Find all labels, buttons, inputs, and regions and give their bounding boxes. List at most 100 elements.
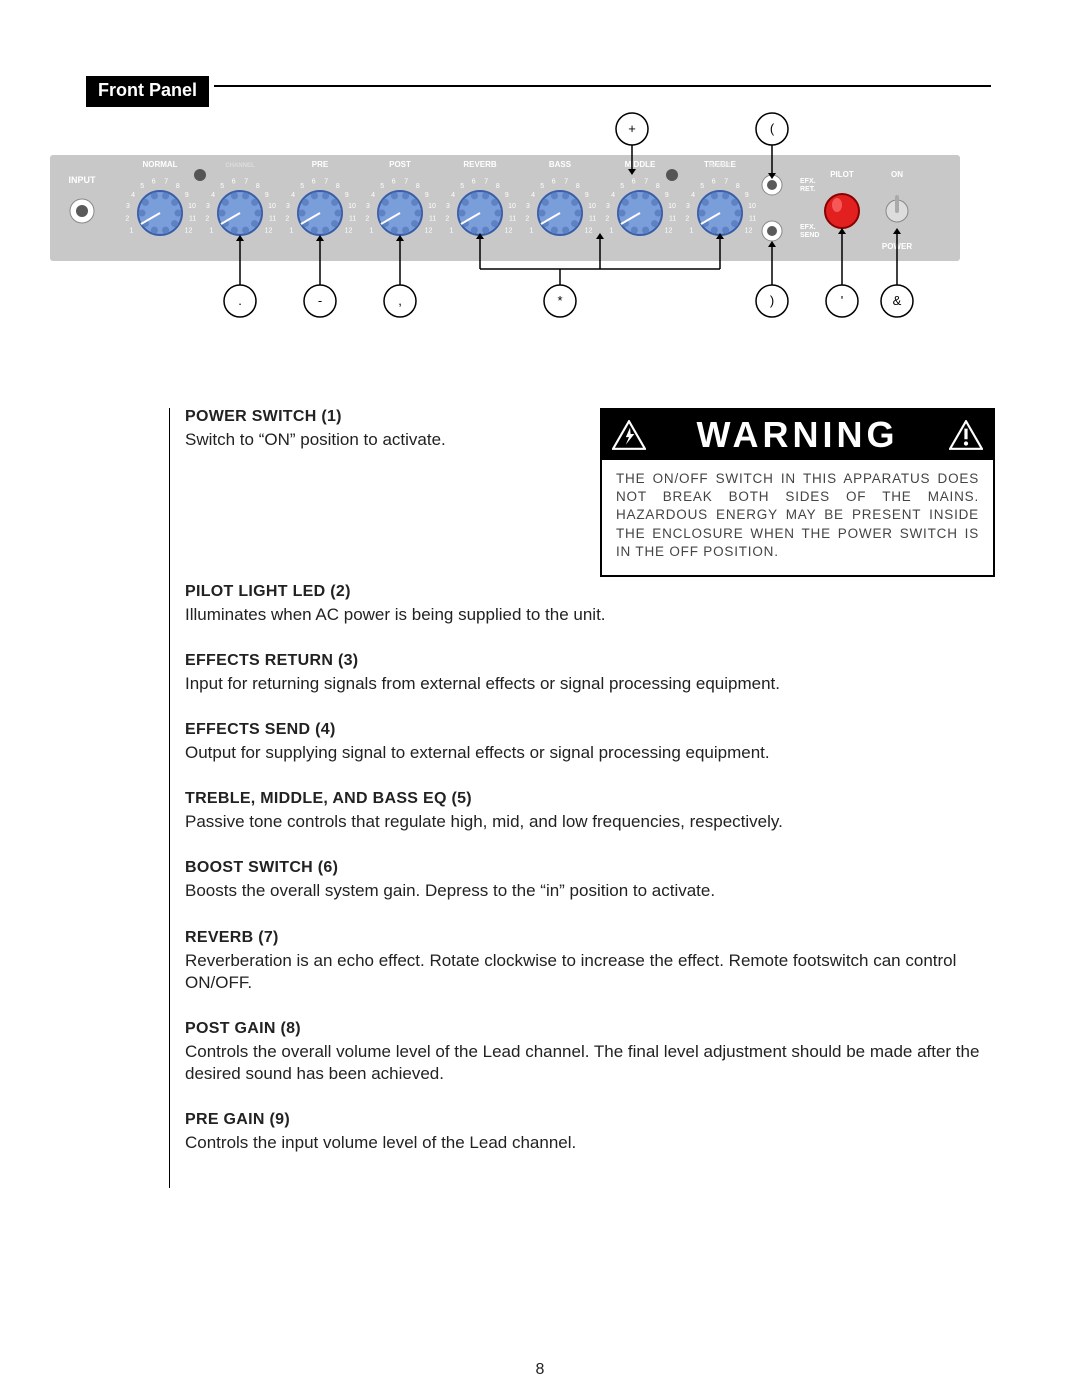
section-title-row: Front Panel [86, 71, 991, 101]
item-pilot-light: PILOT LIGHT LED (2) Illuminates when AC … [185, 583, 995, 626]
svg-text:2: 2 [445, 216, 449, 223]
svg-text:PILOT: PILOT [830, 170, 854, 179]
item-pre-gain: PRE GAIN (9) Controls the input volume l… [185, 1111, 995, 1154]
svg-text:11: 11 [589, 216, 596, 223]
page-number: 8 [0, 1361, 1080, 1379]
svg-text:9: 9 [505, 192, 509, 199]
svg-text:4: 4 [131, 192, 135, 199]
front-panel-diagram: INPUTNORMAL123456789101112CHANNEL1234567… [50, 155, 960, 261]
svg-text:11: 11 [509, 216, 516, 223]
svg-text:9: 9 [265, 192, 269, 199]
svg-text:9: 9 [425, 192, 429, 199]
svg-text:REVERB: REVERB [463, 160, 497, 169]
svg-text:RET.: RET. [800, 186, 815, 193]
svg-text:7: 7 [404, 179, 408, 186]
svg-text:7: 7 [644, 179, 648, 186]
svg-text:12: 12 [505, 228, 513, 235]
svg-text:9: 9 [345, 192, 349, 199]
svg-text:7: 7 [484, 179, 488, 186]
svg-text:,: , [398, 293, 402, 308]
svg-text:8: 8 [176, 183, 180, 190]
svg-text:': ' [841, 293, 843, 308]
svg-text:6: 6 [712, 179, 716, 186]
svg-text:9: 9 [745, 192, 749, 199]
item-text: Passive tone controls that regulate high… [185, 811, 995, 833]
svg-text:6: 6 [552, 179, 556, 186]
svg-text:5: 5 [700, 183, 704, 190]
item-post-gain: POST GAIN (8) Controls the overall volum… [185, 1020, 995, 1085]
svg-text:EFX.: EFX. [800, 224, 816, 231]
svg-text:3: 3 [286, 203, 290, 210]
svg-text:4: 4 [451, 192, 455, 199]
svg-text:.: . [238, 293, 242, 308]
item-effects-send: EFFECTS SEND (4) Output for supplying si… [185, 721, 995, 764]
svg-text:5: 5 [460, 183, 464, 190]
item-text: Controls the overall volume level of the… [185, 1041, 995, 1085]
section-title: Front Panel [86, 71, 214, 112]
svg-text:5: 5 [220, 183, 224, 190]
svg-text:11: 11 [749, 216, 756, 223]
svg-text:5: 5 [140, 183, 144, 190]
item-effects-return: EFFECTS RETURN (3) Input for returning s… [185, 652, 995, 695]
svg-text:1: 1 [609, 228, 613, 235]
descriptions: POWER SWITCH (1) Switch to “ON” position… [185, 408, 995, 1180]
warning-text: THE ON/OFF SWITCH IN THIS APPARATUS DOES… [602, 460, 993, 575]
svg-text:+: + [628, 121, 636, 136]
svg-text:12: 12 [425, 228, 433, 235]
svg-text:6: 6 [312, 179, 316, 186]
svg-text:1: 1 [529, 228, 533, 235]
svg-text:5: 5 [300, 183, 304, 190]
svg-text:1: 1 [689, 228, 693, 235]
svg-text:10: 10 [268, 203, 276, 210]
svg-text:12: 12 [345, 228, 353, 235]
svg-text:6: 6 [632, 179, 636, 186]
svg-text:3: 3 [606, 203, 610, 210]
svg-text:ON: ON [891, 170, 903, 179]
svg-text:4: 4 [291, 192, 295, 199]
svg-text:2: 2 [285, 216, 289, 223]
svg-text:5: 5 [620, 183, 624, 190]
warning-box: WARNING THE ON/OFF SWITCH IN THIS APPARA… [600, 408, 995, 577]
svg-text:5: 5 [540, 183, 544, 190]
svg-text:12: 12 [745, 228, 753, 235]
svg-text:8: 8 [576, 183, 580, 190]
svg-text:1: 1 [129, 228, 133, 235]
svg-text:10: 10 [348, 203, 356, 210]
svg-text:3: 3 [206, 203, 210, 210]
svg-text:): ) [770, 293, 774, 308]
svg-text:1: 1 [369, 228, 373, 235]
svg-text:11: 11 [189, 216, 196, 223]
warning-header: WARNING [602, 410, 993, 460]
item-heading: EFFECTS SEND (4) [185, 721, 995, 739]
section-title-rule [86, 85, 991, 87]
svg-text:3: 3 [446, 203, 450, 210]
svg-text:10: 10 [428, 203, 436, 210]
svg-text:11: 11 [349, 216, 356, 223]
item-power-switch: POWER SWITCH (1) Switch to “ON” position… [185, 408, 580, 451]
svg-text:10: 10 [508, 203, 516, 210]
svg-text:7: 7 [564, 179, 568, 186]
svg-text:5: 5 [380, 183, 384, 190]
vertical-rule [169, 408, 170, 1188]
item-text: Boosts the overall system gain. Depress … [185, 880, 995, 902]
svg-text:POST: POST [389, 160, 411, 169]
svg-text:10: 10 [188, 203, 196, 210]
svg-text:11: 11 [429, 216, 436, 223]
item-treble-middle-bass: TREBLE, MIDDLE, AND BASS EQ (5) Passive … [185, 790, 995, 833]
svg-text:3: 3 [686, 203, 690, 210]
svg-text:6: 6 [392, 179, 396, 186]
svg-text:11: 11 [269, 216, 276, 223]
item-text: Output for supplying signal to external … [185, 742, 995, 764]
svg-text:2: 2 [605, 216, 609, 223]
item-heading: REVERB (7) [185, 929, 995, 947]
svg-text:1: 1 [289, 228, 293, 235]
item-heading: EFFECTS RETURN (3) [185, 652, 995, 670]
svg-text:7: 7 [324, 179, 328, 186]
bolt-triangle-icon [612, 420, 646, 450]
item-heading: BOOST SWITCH (6) [185, 859, 995, 877]
svg-text:4: 4 [691, 192, 695, 199]
svg-text:8: 8 [656, 183, 660, 190]
svg-text:9: 9 [185, 192, 189, 199]
item-reverb: REVERB (7) Reverberation is an echo effe… [185, 929, 995, 994]
svg-text:SEND: SEND [800, 232, 819, 239]
